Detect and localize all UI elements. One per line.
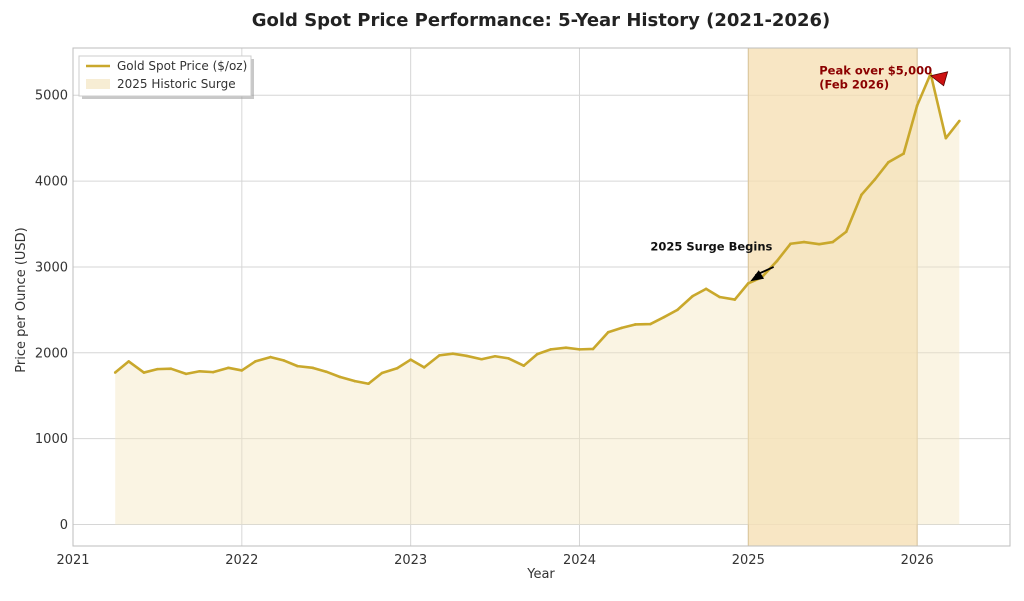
data-point	[802, 240, 806, 244]
data-point	[211, 370, 215, 374]
y-tick-label: 4000	[35, 175, 68, 190]
data-point	[733, 298, 737, 301]
x-tick-label: 2023	[394, 553, 427, 568]
data-point	[227, 366, 230, 370]
data-point	[184, 372, 188, 376]
y-tick-label: 0	[60, 518, 68, 533]
data-point	[169, 367, 173, 370]
data-point	[578, 348, 581, 351]
y-tick-label: 3000	[35, 260, 68, 275]
data-point	[507, 357, 510, 360]
data-point	[522, 364, 526, 367]
legend: Gold Spot Price ($/oz) 2025 Historic Sur…	[78, 55, 254, 99]
data-point	[606, 330, 610, 334]
data-point	[633, 323, 637, 326]
data-point	[704, 287, 708, 291]
y-tick-label: 5000	[35, 89, 68, 104]
data-point	[127, 360, 131, 363]
annotation-surge-begins: 2025 Surge Begins	[650, 239, 772, 253]
data-point	[395, 366, 399, 370]
data-point	[367, 382, 370, 386]
data-point	[549, 348, 553, 351]
data-point	[649, 322, 652, 326]
data-point	[493, 354, 497, 358]
y-axis-label: Price per Ounce (USD)	[14, 227, 29, 372]
y-tick-labels: 0 1000 2000 3000 4000 5000	[35, 89, 68, 533]
data-point	[142, 371, 146, 374]
legend-box	[78, 55, 252, 97]
annotation-peak-arrow	[929, 71, 949, 87]
surge-region	[748, 48, 918, 546]
data-point	[887, 160, 890, 164]
data-point	[915, 104, 919, 107]
data-point	[775, 259, 779, 263]
data-point	[254, 360, 257, 363]
data-point	[958, 119, 961, 123]
data-point	[269, 355, 272, 359]
data-point	[422, 366, 426, 369]
x-tick-labels: 2021 2022 2023 2024 2025 2026	[56, 553, 933, 568]
data-point	[535, 352, 539, 356]
x-tick-label: 2025	[732, 553, 765, 568]
data-point	[789, 242, 792, 246]
x-tick-label: 2022	[225, 553, 258, 568]
x-tick-label: 2024	[563, 553, 596, 568]
data-point	[380, 371, 384, 375]
data-point	[198, 369, 201, 373]
data-point	[817, 242, 821, 246]
data-point	[944, 136, 948, 140]
axes-frame-layer	[72, 47, 1011, 547]
data-point	[409, 358, 412, 361]
legend-patch-swatch	[86, 79, 110, 89]
data-point	[480, 357, 483, 361]
data-point	[662, 315, 666, 319]
data-point	[311, 366, 315, 370]
data-point	[324, 370, 328, 374]
data-point	[860, 193, 863, 197]
area-layer	[115, 73, 960, 525]
legend-label-gold-price: Gold Spot Price ($/oz)	[117, 59, 247, 73]
annotation-arrow-surge-head	[750, 270, 765, 282]
x-tick-label: 2026	[901, 553, 934, 568]
data-point	[747, 281, 750, 285]
chart-title: Gold Spot Price Performance: 5-Year Hist…	[252, 10, 831, 31]
data-point	[338, 375, 342, 379]
price-area-fill	[115, 73, 960, 525]
x-axis-label: Year	[526, 567, 555, 582]
annotation-peak-line2: (Feb 2026)	[819, 77, 889, 91]
data-point	[156, 367, 159, 371]
annotation-layer: 2025 Surge Begins Peak over $5,000(Feb 20…	[650, 63, 949, 282]
data-point	[831, 240, 835, 244]
data-point	[676, 308, 679, 312]
legend-label-surge: 2025 Historic Surge	[117, 77, 236, 91]
data-point	[113, 371, 117, 374]
data-point	[591, 347, 595, 351]
data-point	[296, 364, 299, 368]
data-point	[353, 379, 357, 383]
line-layer	[113, 72, 961, 386]
data-point	[564, 346, 568, 349]
data-point	[873, 178, 877, 181]
data-point	[282, 359, 286, 362]
data-point	[718, 295, 721, 299]
data-point	[240, 369, 244, 372]
data-point	[451, 352, 455, 355]
data-point	[438, 354, 441, 357]
y-tick-label: 2000	[35, 346, 68, 361]
surge-region-layer	[747, 48, 918, 546]
data-point	[620, 326, 623, 330]
data-point	[691, 294, 694, 298]
plot-frame	[72, 47, 1011, 547]
data-point	[902, 152, 905, 155]
data-point	[465, 354, 468, 358]
y-tick-label: 1000	[35, 432, 68, 447]
annotation-peak-line1: Peak over $5,000	[819, 63, 932, 77]
x-tick-label: 2021	[56, 553, 89, 568]
data-point	[844, 230, 848, 234]
data-point	[929, 72, 932, 76]
